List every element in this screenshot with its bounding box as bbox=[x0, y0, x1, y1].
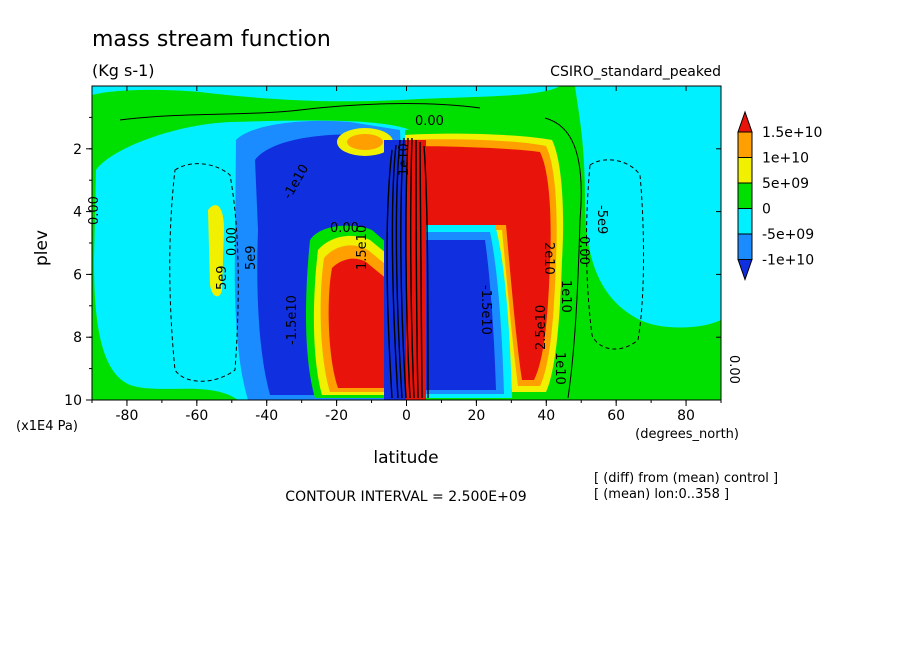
y-tick-label: 2 bbox=[73, 142, 82, 158]
contour-label: 1e10 bbox=[552, 352, 567, 385]
y-axis: 2 4 6 8 10 bbox=[64, 116, 721, 409]
contour-interval: CONTOUR INTERVAL = 2.500E+09 bbox=[285, 489, 526, 505]
field-top-orange bbox=[347, 134, 383, 150]
x-axis: -80 -60 -40 -20 0 20 40 60 80 bbox=[91, 86, 722, 424]
x-axis-title: latitude bbox=[373, 448, 438, 468]
chart-title: mass stream function bbox=[92, 27, 331, 52]
field-top-negative bbox=[92, 86, 560, 102]
colorbar-segment bbox=[737, 233, 753, 260]
colorbar-bottom-arrow bbox=[737, 259, 753, 282]
colorbar-segment bbox=[737, 208, 753, 235]
x-tick-label: 20 bbox=[467, 408, 485, 424]
x-tick-label: 60 bbox=[607, 408, 625, 424]
contour-label: -1.5e10 bbox=[478, 285, 493, 335]
y-axis-units: (x1E4 Pa) bbox=[16, 419, 78, 434]
equator-contour-bundle bbox=[386, 137, 429, 399]
colorbar-segment bbox=[737, 157, 753, 184]
contour-lines bbox=[119, 103, 645, 399]
x-tick-label: 40 bbox=[537, 408, 555, 424]
colorbar-label: 1e+10 bbox=[762, 151, 809, 167]
y-tick-label: 8 bbox=[73, 330, 82, 346]
field-north-lower-neg3 bbox=[416, 240, 496, 390]
y-axis-title: plev bbox=[32, 230, 52, 266]
contour-label: 0.00 bbox=[225, 227, 240, 256]
y-tick-label: 6 bbox=[73, 267, 82, 283]
colorbar-label: 1.5e+10 bbox=[762, 125, 822, 141]
field-south-lower-pos3 bbox=[328, 258, 388, 388]
contour-label: 0.00 bbox=[330, 221, 359, 236]
colorbar-label: 5e+09 bbox=[762, 176, 809, 192]
colorbar-label: -5e+09 bbox=[762, 227, 814, 243]
contour-label: 2.5e10 bbox=[534, 305, 549, 350]
field-south-yellow-sliver bbox=[208, 205, 224, 297]
x-tick-label: -20 bbox=[325, 408, 348, 424]
note-diff: [ (diff) from (mean) control ] bbox=[594, 471, 778, 486]
x-tick-label: 0 bbox=[402, 408, 411, 424]
contour-label: 2e10 bbox=[541, 242, 556, 275]
contour-label: -5e9 bbox=[594, 205, 609, 234]
contour-label: 1.5e10 bbox=[355, 225, 370, 270]
contour-label: 5e9 bbox=[215, 265, 230, 290]
colorbar-segment bbox=[737, 131, 753, 158]
colorbar-segment bbox=[737, 182, 753, 209]
contour-label: 0.00 bbox=[87, 196, 102, 225]
field-north-pos3 bbox=[405, 146, 551, 380]
contour-label: 1e10 bbox=[397, 143, 412, 176]
chart-units: (Kg s-1) bbox=[92, 61, 155, 80]
contour-label: 1e10 bbox=[558, 280, 573, 313]
colorbar-label: 0 bbox=[762, 202, 771, 218]
y-tick-label: 10 bbox=[64, 393, 82, 409]
x-tick-label: 80 bbox=[677, 408, 695, 424]
plot-area bbox=[92, 86, 721, 400]
contour-label: 5e9 bbox=[244, 245, 259, 270]
contour-label: 0.00 bbox=[415, 114, 444, 129]
contour-label: 0.00 bbox=[726, 355, 741, 384]
x-axis-units: (degrees_north) bbox=[635, 427, 739, 442]
x-tick-label: -40 bbox=[255, 408, 278, 424]
x-tick-label: -80 bbox=[116, 408, 139, 424]
field-north-negative bbox=[575, 86, 721, 328]
contour-label: 0.00 bbox=[576, 236, 591, 265]
y-tick-label: 4 bbox=[73, 205, 82, 221]
note-mean: [ (mean) lon:0..358 ] bbox=[594, 487, 729, 502]
contour-label: -1.5e10 bbox=[285, 295, 300, 345]
x-tick-label: -60 bbox=[185, 408, 208, 424]
colorbar-top-arrow bbox=[737, 110, 753, 133]
colorbar: 1.5e+10 1e+10 5e+09 0 -5e+09 -1e+10 bbox=[737, 110, 822, 282]
colorbar-label: -1e+10 bbox=[762, 253, 814, 269]
dataset-label: CSIRO_standard_peaked bbox=[550, 64, 721, 80]
